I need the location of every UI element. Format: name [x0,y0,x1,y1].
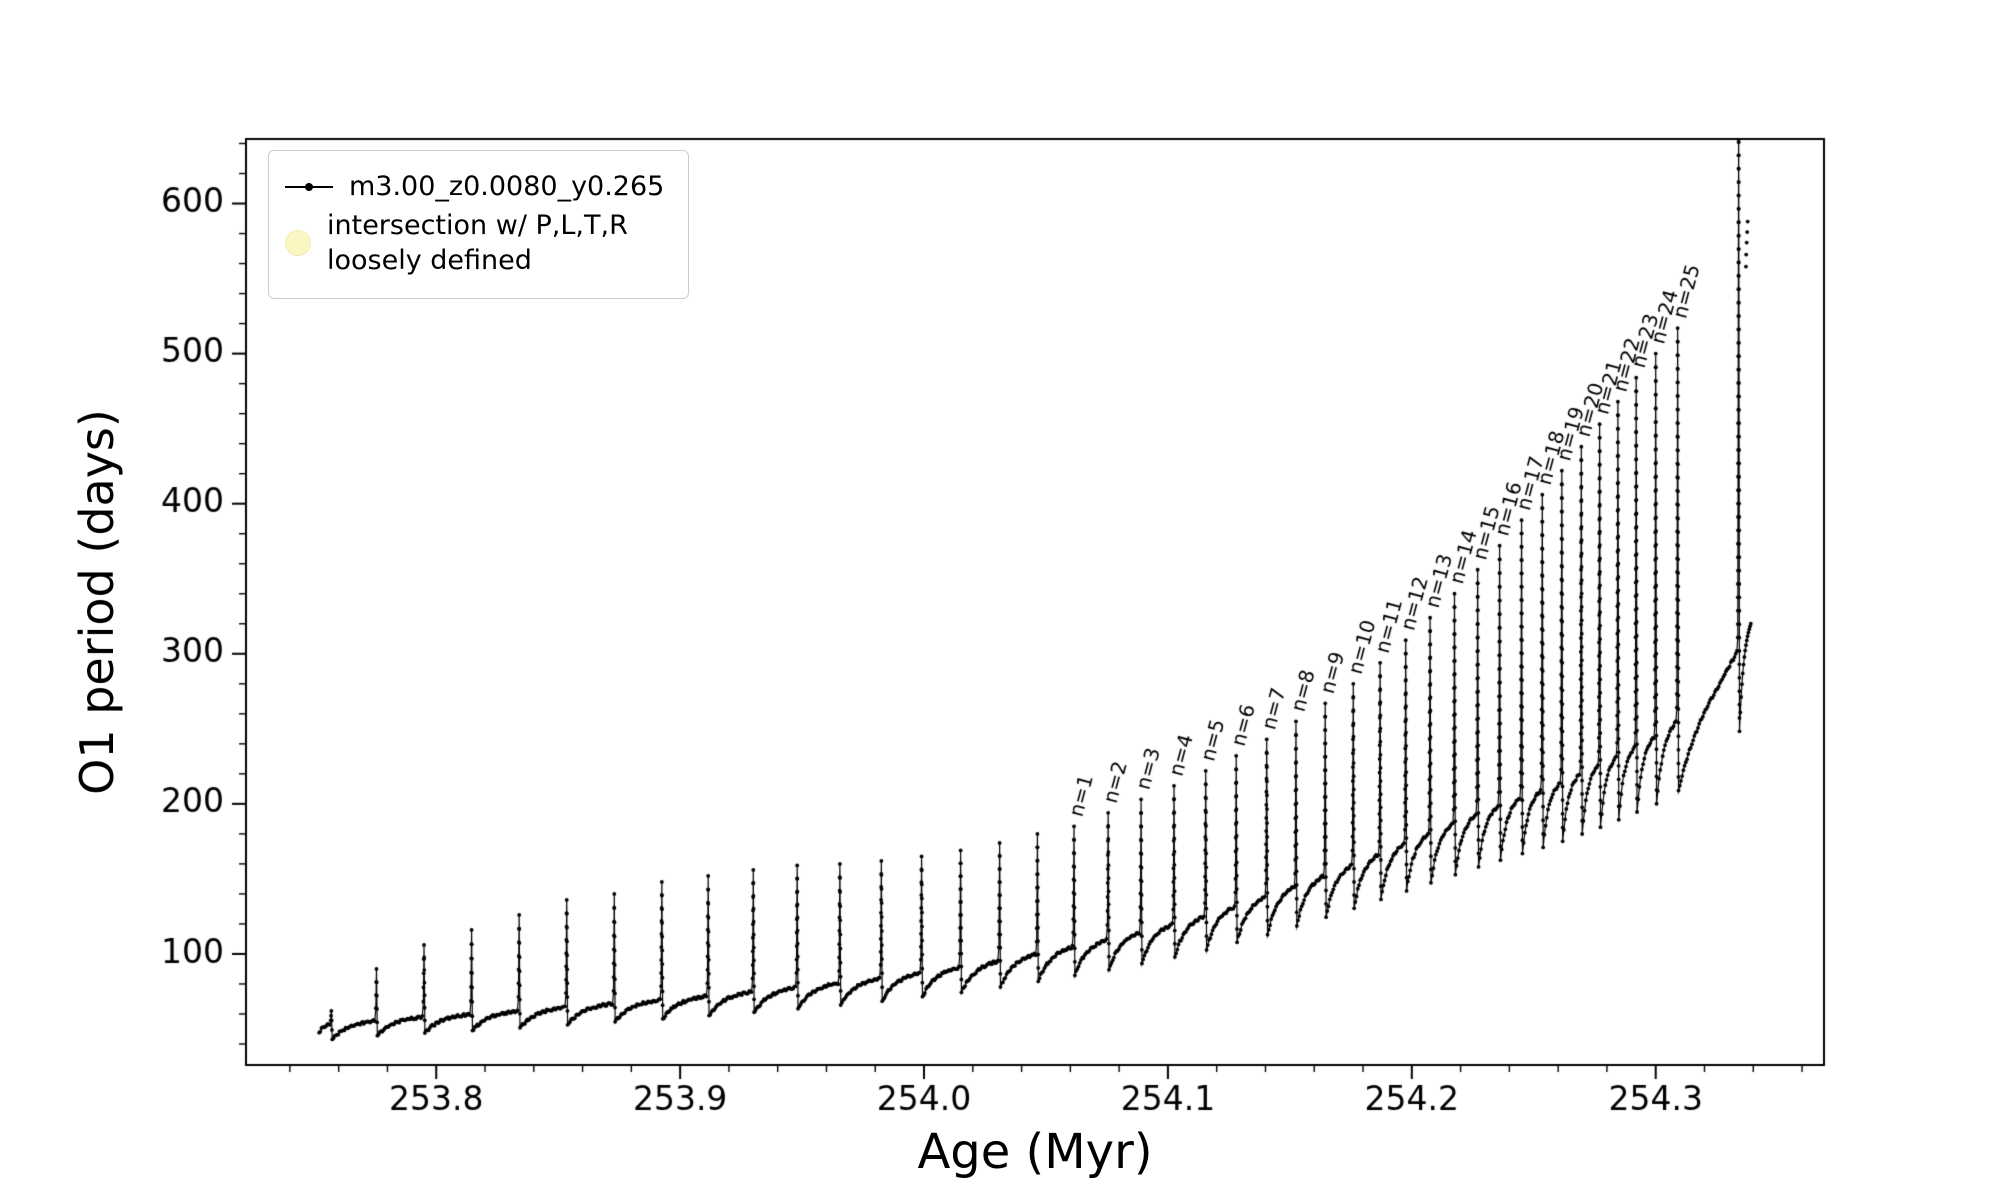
line-dot-marker [285,182,333,191]
x-axis-label: Age (Myr) [917,1124,1153,1180]
y-axis-label: O1 period (days) [70,409,124,795]
pale-circle-marker [285,230,311,257]
legend-entry-series: m3.00_z0.0080_y0.265 [285,169,664,204]
legend: m3.00_z0.0080_y0.265 intersection w/ P,L… [268,150,690,300]
dot-marker-icon [305,182,313,191]
legend-entry-intersection: intersection w/ P,L,T,R loosely defined [285,208,664,278]
legend-intersection-label: intersection w/ P,L,T,R loosely defined [327,210,628,277]
legend-series-label: m3.00_z0.0080_y0.265 [349,171,665,202]
